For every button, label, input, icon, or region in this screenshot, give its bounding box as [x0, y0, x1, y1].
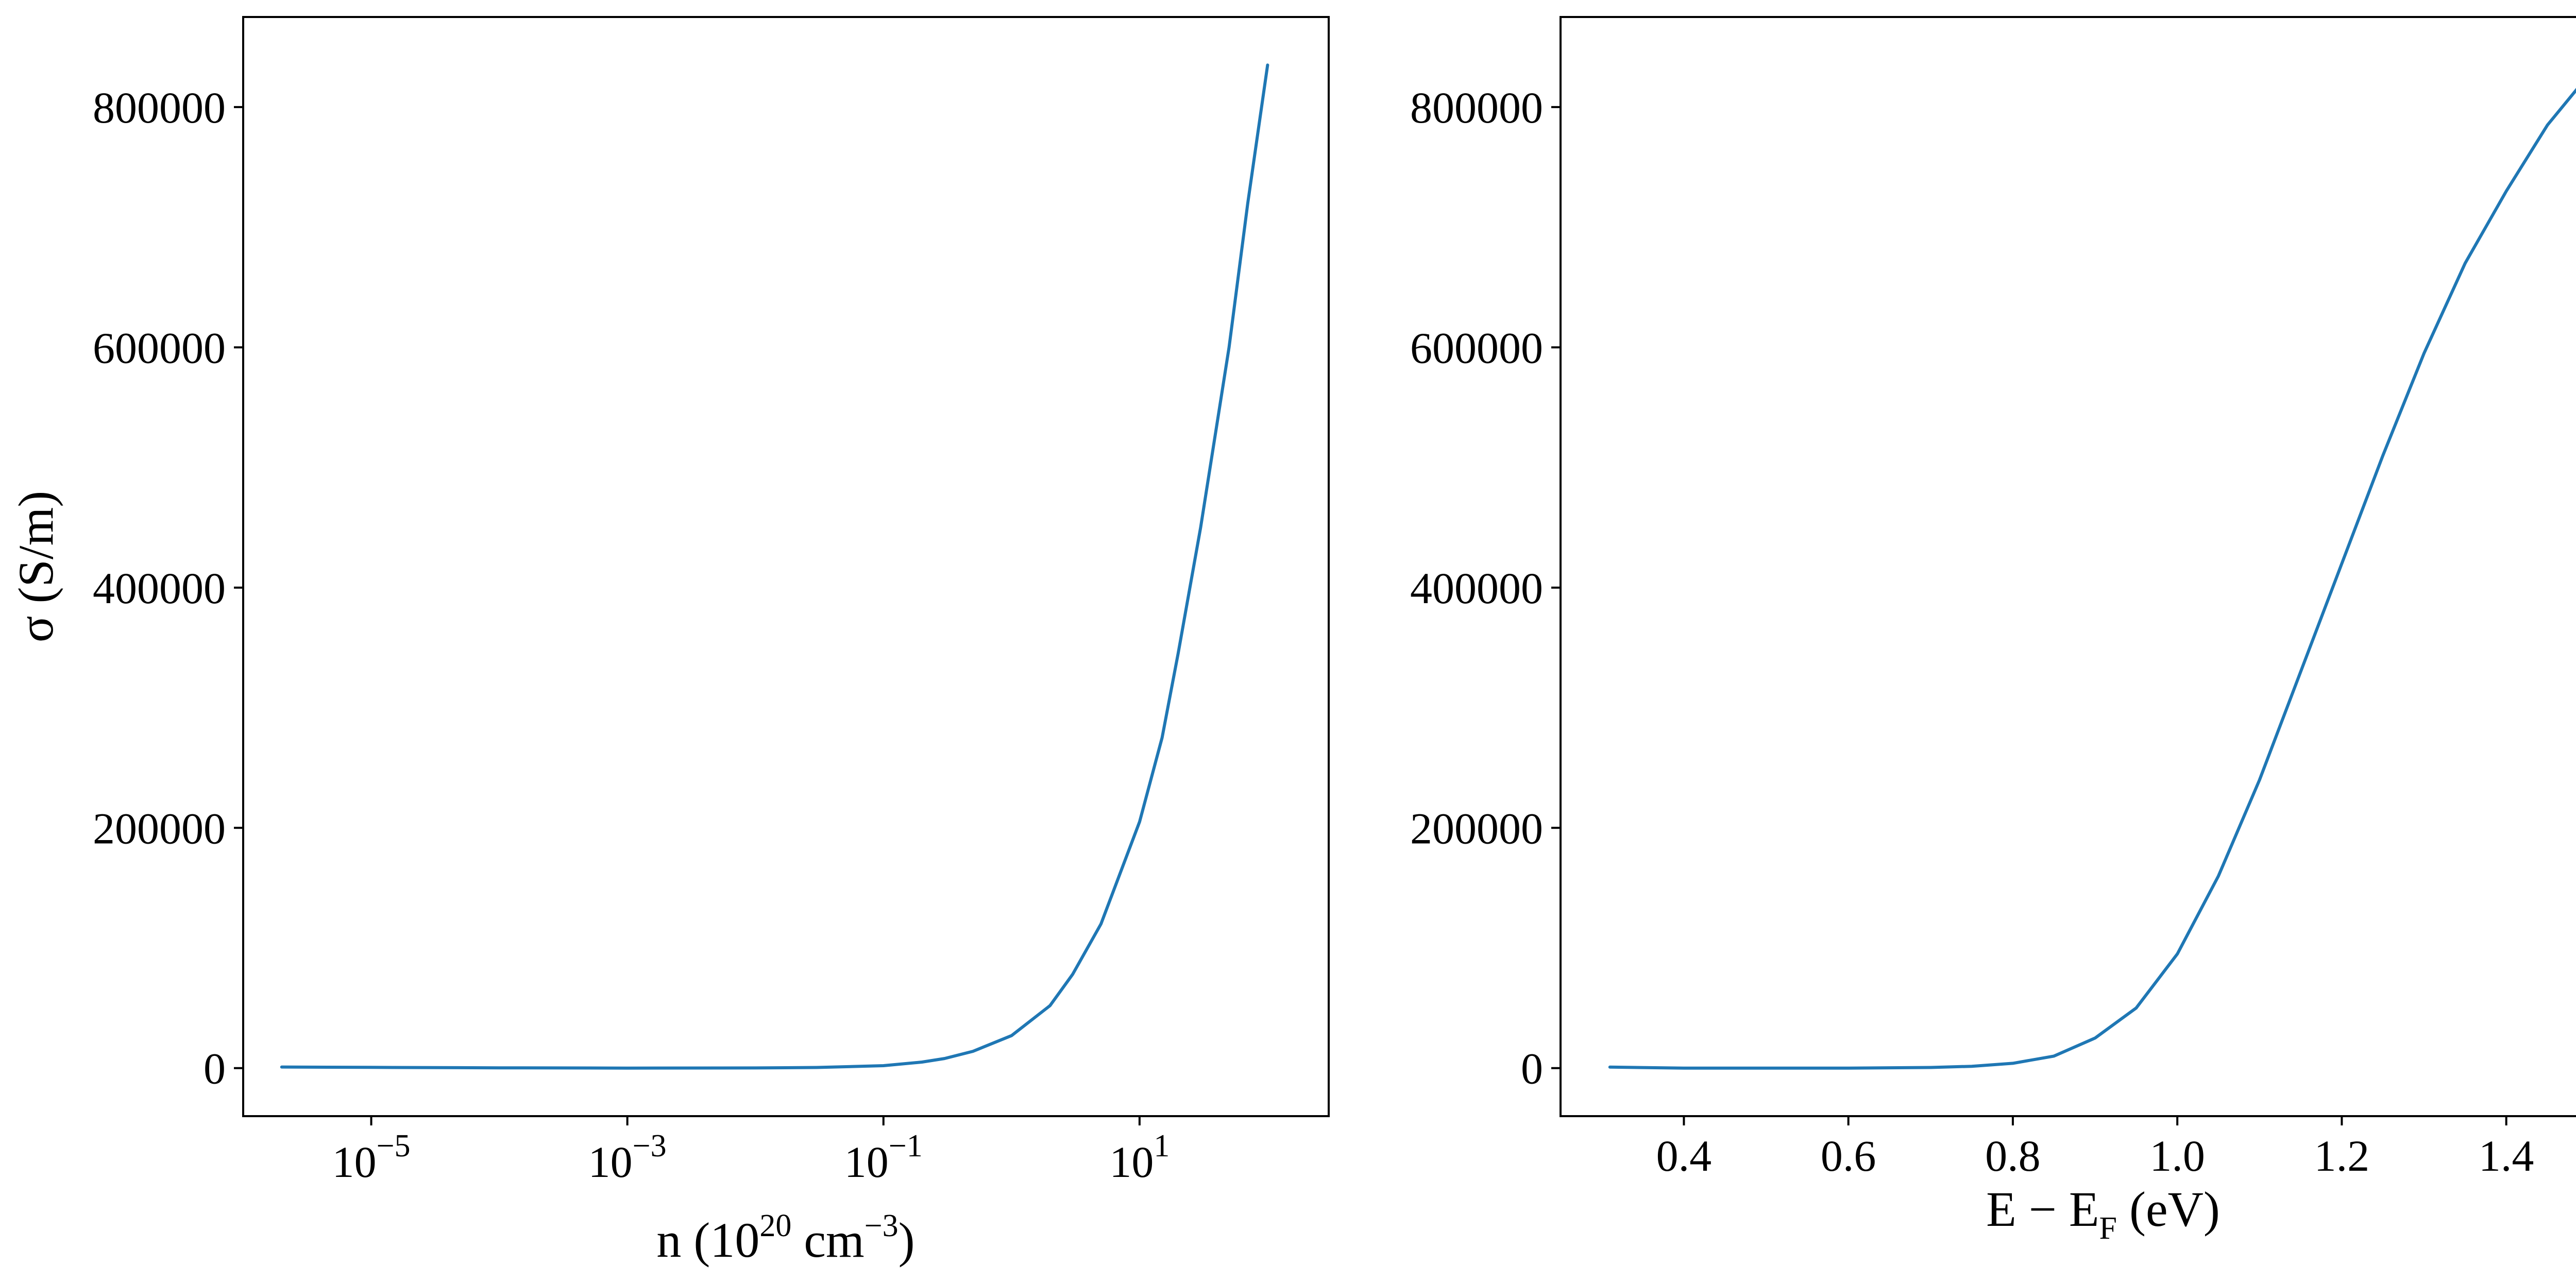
tick-label-base: 10 [844, 1137, 889, 1187]
left-x-axis-label-main: n (10 [656, 1212, 759, 1268]
left-x-axis-label: n (1020 cm−3) [656, 1208, 914, 1268]
left-x-tick-label: 10−1 [844, 1129, 923, 1187]
left-x-axis-label-mid: cm [791, 1212, 864, 1268]
right-x-axis-label-sub: F [2099, 1211, 2117, 1246]
right-y-tick-label: 400000 [1410, 563, 1543, 613]
right-y-tick-label: 0 [1521, 1044, 1543, 1093]
left-y-tick-label: 800000 [93, 83, 226, 132]
tick-label-base: 10 [588, 1137, 633, 1187]
left-axes-frame [242, 16, 1330, 1117]
tick-label-exponent: −1 [889, 1129, 923, 1164]
tick-label-base: 10 [1109, 1137, 1154, 1187]
left-x-ticks: 10−5 10−3 10−1 101 [332, 1116, 1170, 1187]
left-y-tick-label: 600000 [93, 323, 226, 372]
right-chart: 0 200000 400000 600000 800000 0.4 0.6 0.8 1.0 1.… [1410, 16, 2576, 1246]
right-x-tick-label: 0.4 [1656, 1131, 1712, 1181]
right-x-tick-label: 1.4 [2479, 1131, 2534, 1181]
left-x-tick-label: 10−5 [332, 1129, 411, 1187]
right-y-ticks: 0 200000 400000 600000 800000 [1410, 83, 1561, 1093]
left-y-tick-label: 0 [204, 1044, 226, 1093]
right-series-line-0 [1608, 88, 2576, 1070]
right-x-axis-label: E − EF (eV) [1986, 1182, 2220, 1246]
right-x-tick-label: 1.0 [2149, 1131, 2205, 1181]
left-series-group [280, 63, 1269, 1070]
left-y-ticks: 0 200000 400000 600000 800000 [93, 83, 243, 1093]
left-x-tick-label: 101 [1109, 1129, 1170, 1187]
left-x-axis-label-sup1: 20 [759, 1208, 791, 1243]
right-y-tick-label: 800000 [1410, 83, 1543, 132]
right-y-tick-label: 600000 [1410, 323, 1543, 372]
right-series-group [1608, 88, 2576, 1070]
left-x-tick-label: 10−3 [588, 1129, 667, 1187]
tick-label-base: 10 [332, 1137, 377, 1187]
right-y-tick-label: 200000 [1410, 804, 1543, 853]
left-x-axis-label-end: ) [899, 1212, 915, 1268]
left-y-tick-label: 200000 [93, 804, 226, 853]
right-x-axis-label-end: (eV) [2117, 1182, 2220, 1237]
tick-label-exponent: 1 [1154, 1129, 1170, 1164]
right-x-axis-label-main: E − E [1986, 1182, 2099, 1237]
right-axes-frame [1560, 16, 2576, 1117]
left-x-axis-label-sup2: −3 [865, 1208, 899, 1243]
tick-label-exponent: −3 [633, 1129, 667, 1164]
right-x-ticks: 0.4 0.6 0.8 1.0 1.2 1.4 [1656, 1116, 2534, 1181]
tick-label-exponent: −5 [377, 1129, 411, 1164]
left-y-axis-label: σ (S/m) [8, 491, 63, 642]
left-series-line-0 [280, 63, 1269, 1070]
right-x-tick-label: 1.2 [2314, 1131, 2370, 1181]
left-y-tick-label: 400000 [93, 563, 226, 613]
right-x-tick-label: 0.8 [1985, 1131, 2041, 1181]
right-x-tick-label: 0.6 [1821, 1131, 1876, 1181]
